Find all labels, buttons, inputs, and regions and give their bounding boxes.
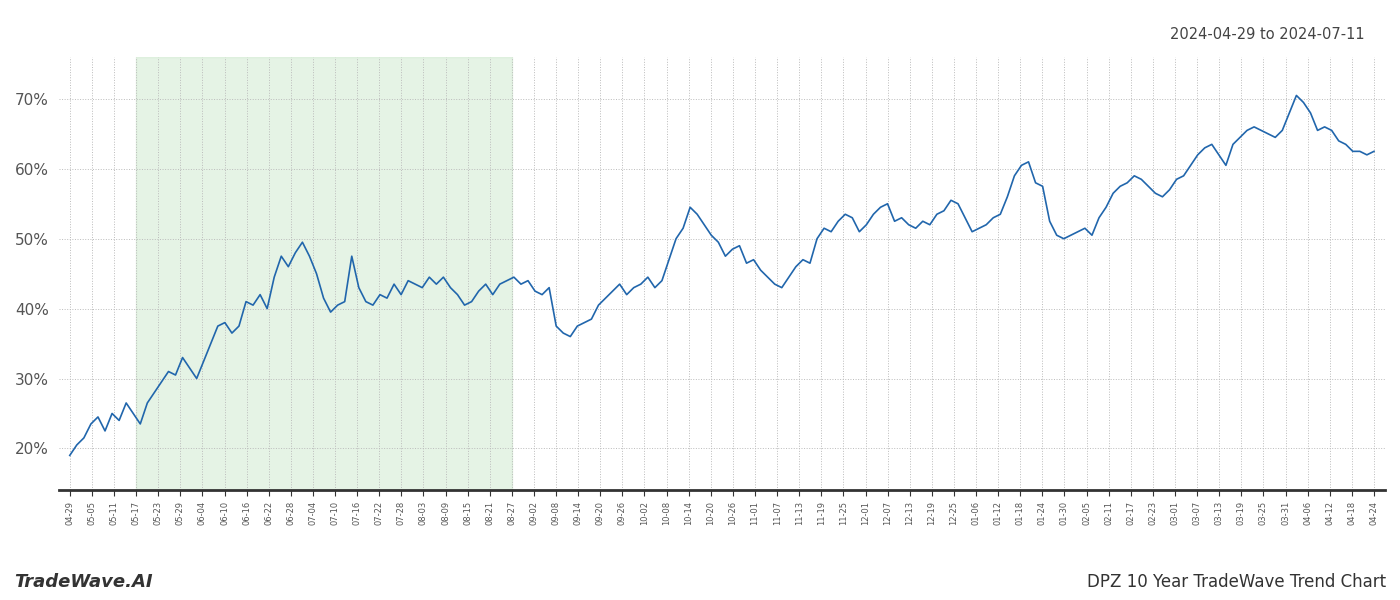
Text: TradeWave.AI: TradeWave.AI [14, 573, 153, 591]
Bar [136, 57, 512, 490]
Text: DPZ 10 Year TradeWave Trend Chart: DPZ 10 Year TradeWave Trend Chart [1086, 573, 1386, 591]
Text: 2024-04-29 to 2024-07-11: 2024-04-29 to 2024-07-11 [1170, 27, 1365, 42]
